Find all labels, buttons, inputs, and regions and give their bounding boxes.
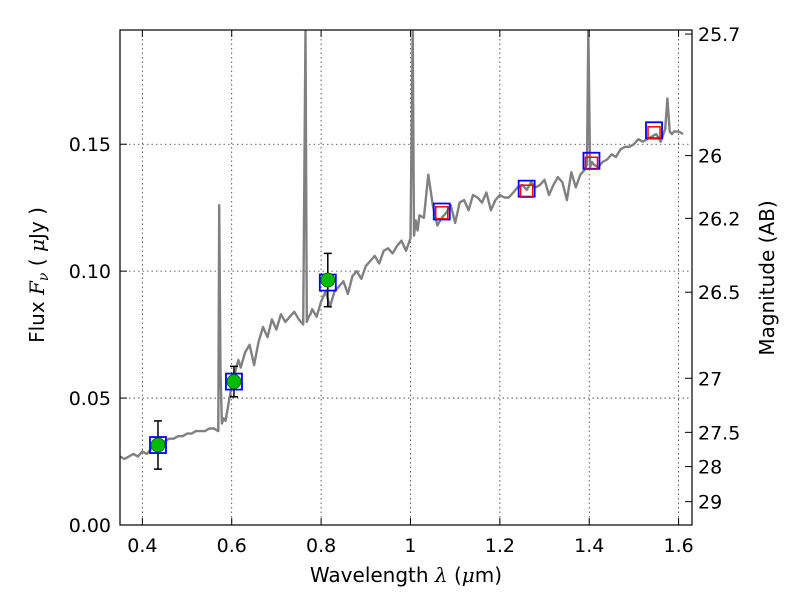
x-tick-label: 1.2 (485, 535, 515, 557)
right-tick-label: 26 (698, 146, 722, 168)
y-tick-label: 0.00 (69, 515, 111, 537)
xlabel-part: Wavelength (310, 563, 435, 587)
ylabel-part: ( (25, 252, 49, 273)
y-tick-label: 0.15 (69, 134, 111, 156)
plot-frame (119, 29, 693, 526)
right-tick-label: 27 (698, 368, 722, 390)
xlabel-part: m) (475, 563, 502, 587)
ylabel-part: μ (25, 239, 49, 252)
ylabel-part: Jy ) (25, 207, 49, 241)
x-tick-label: 0.4 (127, 535, 157, 557)
x-tick-label: 0.8 (306, 535, 336, 557)
y-tick-label: 0.10 (69, 261, 111, 283)
x-tick-label: 0.6 (217, 535, 247, 557)
predicted-flux-marker (435, 206, 449, 220)
y-axis-right-label: Magnitude (AB) (755, 200, 779, 355)
ylabel-part: Flux (25, 295, 49, 343)
grid-lines (120, 30, 692, 526)
xlabel-part: λ (434, 563, 448, 587)
measured-flux-point (320, 272, 336, 288)
xlabel-part: μ (462, 563, 475, 587)
axis-ticks: 0.4 0.6 0.8 1 1.2 1.4 1.6 0.00 0.05 0.10 0.15 25.7 2… (69, 24, 741, 557)
right-tick-label: 26.2 (698, 208, 740, 230)
predicted-flux-marker (584, 156, 599, 171)
model-spectrum-line (120, 30, 684, 461)
right-tick-label: 27.5 (698, 422, 740, 444)
right-tick-label: 28 (698, 457, 722, 479)
right-tick-label: 29 (698, 492, 722, 514)
x-axis-label: Wavelength λ (μm) (310, 563, 502, 587)
x-tick-label: 1.4 (574, 535, 604, 557)
xlabel-part: ( (448, 563, 462, 587)
predicted-flux-marker (519, 184, 534, 198)
predicted-flux-marker (647, 126, 661, 140)
measured-flux-point (226, 374, 242, 389)
right-tick-label: 25.7 (698, 24, 740, 46)
y-axis-label: Flux Fν ( μJy ) (25, 207, 52, 343)
plot-area (120, 30, 684, 470)
x-tick-label: 1 (404, 535, 416, 557)
model-band-marker (149, 436, 167, 454)
y-tick-label: 0.05 (69, 388, 111, 410)
x-tick-label: 1.6 (663, 535, 693, 557)
ylabel-part: ν (36, 272, 52, 281)
right-tick-label: 26.5 (698, 282, 740, 304)
measured-flux-point (150, 437, 166, 453)
model-band-marker (225, 372, 243, 391)
ylabel-part: F (25, 280, 49, 296)
